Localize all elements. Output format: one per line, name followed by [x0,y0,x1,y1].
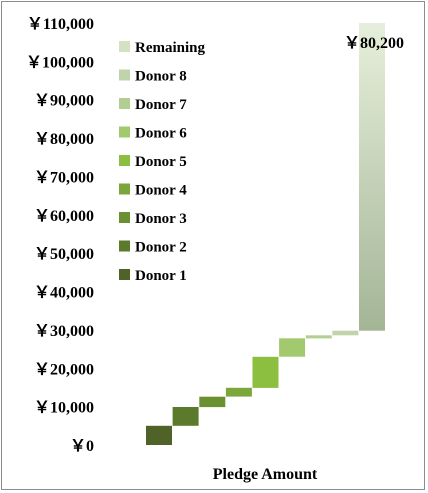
data-label-remaining: ￥80,200 [344,35,404,52]
bar-donor-5 [252,356,279,388]
legend-swatch [119,41,130,52]
y-tick-label: ￥100,000 [26,54,94,71]
legend-swatch [119,183,130,195]
legend-label: Donor 4 [135,183,187,199]
legend-swatch [119,98,130,109]
legend-label: Remaining [135,40,206,56]
legend-label: Donor 5 [135,154,187,170]
bar-donor-4 [225,387,252,397]
bar-donor-6 [279,338,306,357]
legend-swatch [119,212,130,223]
y-tick-label: ￥90,000 [34,93,94,110]
legend-label: Donor 6 [135,126,187,142]
y-tick-label: ￥60,000 [34,208,94,225]
x-axis-label: Pledge Amount [213,466,318,483]
y-tick-label: ￥50,000 [34,246,94,263]
legend-label: Donor 7 [135,97,187,113]
bar-donor-8 [332,330,359,336]
bar-donor-3 [199,396,226,408]
legend-swatch [119,126,130,138]
y-tick-label: ￥40,000 [34,285,94,302]
bar-donor-1 [146,425,172,445]
bar-donor-2 [172,407,199,426]
y-tick-label: ￥70,000 [34,169,94,186]
y-tick-label: ￥30,000 [34,323,94,340]
y-tick-label: ￥0 [70,438,94,455]
legend-label: Donor 1 [135,268,187,284]
bar-remaining [359,23,385,331]
legend-swatch [119,269,130,280]
legend-swatch [119,240,130,252]
y-tick-label: ￥10,000 [34,400,94,417]
y-tick-label: ￥20,000 [34,361,94,378]
legend-swatch [119,155,130,166]
y-tick-label: ￥110,000 [27,16,94,33]
bar-donor-7 [305,335,332,339]
legend-label: Donor 8 [135,69,187,85]
legend-label: Donor 3 [135,211,187,227]
legend-swatch [119,69,130,81]
legend-label: Donor 2 [135,240,187,256]
y-tick-label: ￥80,000 [34,131,94,148]
